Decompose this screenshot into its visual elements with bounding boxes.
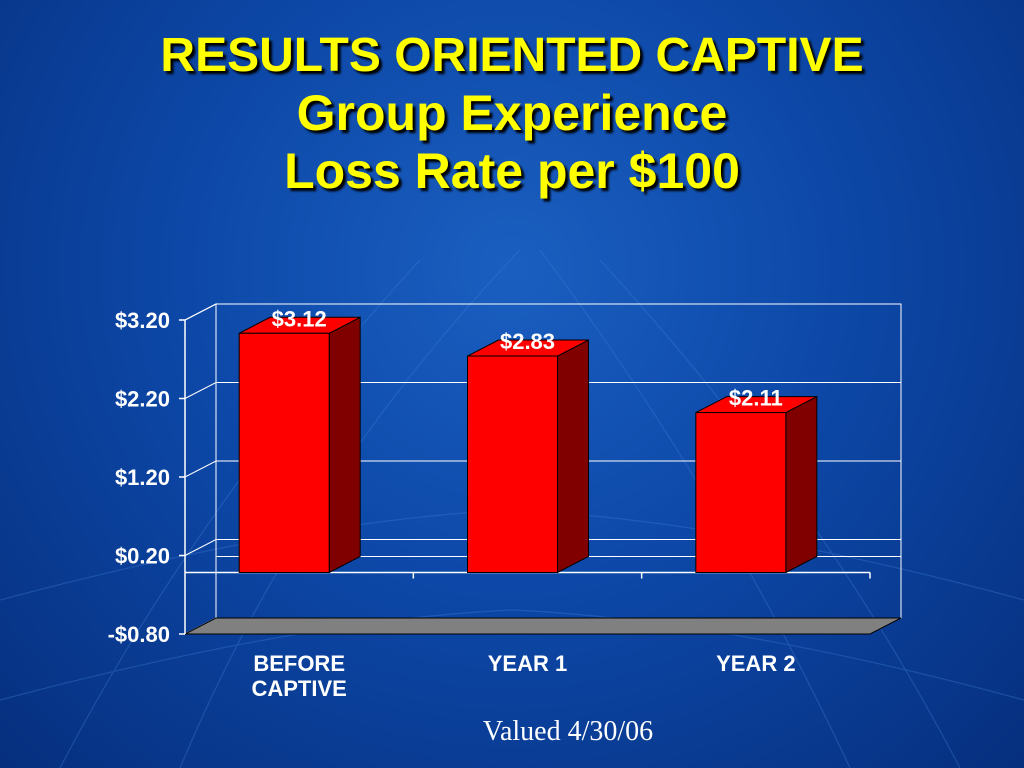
title-line-2: Group Experience bbox=[296, 84, 728, 141]
title-line-3: Loss Rate per $100 bbox=[284, 142, 740, 199]
gridline bbox=[184, 382, 901, 399]
data-label: $3.12 bbox=[272, 306, 327, 331]
slide-title: RESULTS ORIENTED CAPTIVE Group Experienc… bbox=[0, 28, 1024, 200]
gridline bbox=[184, 303, 901, 321]
bar bbox=[467, 355, 558, 574]
category-label: BEFORE bbox=[253, 651, 345, 676]
bar bbox=[238, 332, 330, 573]
y-tick-label: -$0.80 bbox=[108, 622, 170, 647]
bar bbox=[695, 412, 787, 573]
y-tick-label: $1.20 bbox=[115, 465, 170, 490]
chart-floor bbox=[184, 617, 902, 635]
bar-side bbox=[557, 339, 589, 574]
y-tick-label: $2.20 bbox=[115, 387, 170, 412]
title-line-1: RESULTS ORIENTED CAPTIVE bbox=[160, 29, 864, 82]
y-tick-label: $3.20 bbox=[115, 308, 170, 333]
bar-side bbox=[328, 316, 361, 574]
y-tick-label: $0.20 bbox=[115, 544, 170, 569]
category-label: CAPTIVE bbox=[251, 676, 346, 701]
gridline bbox=[184, 460, 901, 478]
category-label: YEAR 1 bbox=[488, 651, 567, 676]
data-label: $2.83 bbox=[500, 329, 555, 354]
category-label: YEAR 2 bbox=[716, 651, 795, 676]
gridline bbox=[184, 539, 901, 556]
valuation-note: Valued 4/30/06 bbox=[482, 716, 654, 747]
data-label: $2.11 bbox=[729, 386, 783, 411]
bar-side bbox=[785, 395, 818, 574]
